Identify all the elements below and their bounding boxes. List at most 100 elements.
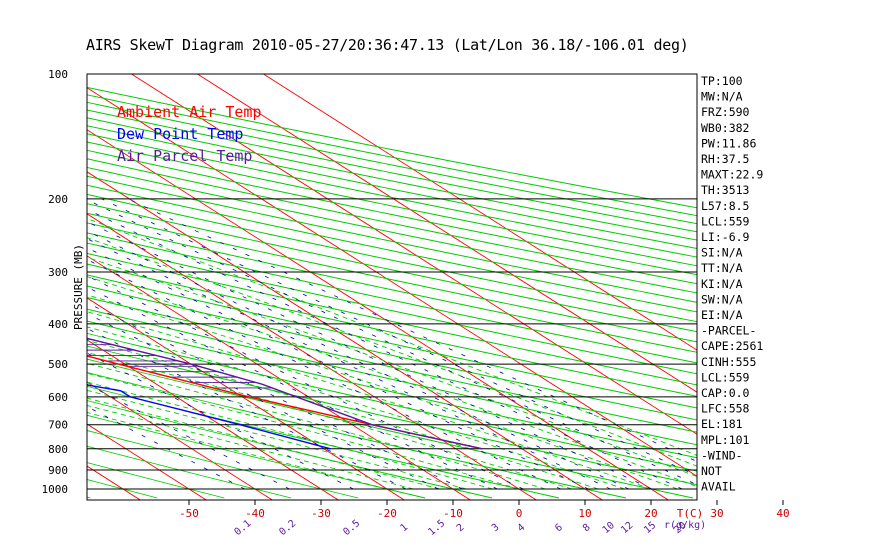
dry-adiabat-line — [87, 101, 697, 225]
ambient-temp-line — [87, 355, 483, 450]
dry-adiabat-line — [87, 263, 697, 397]
index-value: LI:-6.9 — [701, 230, 750, 244]
pressure-tick-label: 800 — [48, 443, 68, 456]
dry-adiabat-line — [87, 242, 697, 375]
dry-adiabat-line — [87, 385, 560, 499]
index-value: CAP:0.0 — [701, 386, 750, 400]
index-value: RH:37.5 — [701, 152, 749, 166]
dry-adiabat-line — [87, 252, 697, 386]
bottom-temp-tick-label: 30 — [710, 507, 723, 520]
mixing-ratio-line — [127, 198, 697, 462]
index-value: -WIND- — [701, 448, 743, 462]
isotherm-line — [87, 255, 471, 500]
mixing-ratio-tick-label: 6 — [553, 522, 565, 534]
bottom-temp-tick-label: -20 — [377, 507, 397, 520]
pressure-tick-label: 400 — [48, 318, 68, 331]
dry-adiabat-line — [87, 133, 697, 258]
mixing-ratio-unit-label: r(g/kg) — [664, 520, 706, 531]
moist-adiabat-line — [87, 397, 440, 490]
bottom-temp-tick-label: 10 — [578, 507, 591, 520]
mixing-ratio-line — [87, 259, 561, 490]
dry-adiabat-line — [87, 308, 697, 446]
dry-adiabat-line — [87, 109, 697, 233]
dry-adiabat-line — [87, 212, 697, 343]
mixing-ratio-tick-label: 0.2 — [277, 518, 298, 538]
pressure-tick-label: 700 — [48, 419, 68, 432]
mixing-ratio-line — [87, 327, 407, 490]
bottom-temp-tick-label: -30 — [311, 507, 331, 520]
isotherm-line — [0, 74, 74, 500]
index-value: WB0:382 — [701, 121, 749, 135]
mixing-ratio-tick-label: 1.5 — [426, 518, 447, 538]
dry-adiabat-line — [87, 274, 697, 409]
pressure-tick-label: 500 — [48, 358, 68, 371]
index-value: CINH:555 — [701, 355, 756, 369]
isotherm-line — [87, 423, 207, 500]
dry-adiabat-line — [87, 141, 697, 267]
moist-adiabat-line — [87, 389, 467, 490]
dry-adiabat-line — [87, 166, 697, 294]
index-value: TP:100 — [701, 74, 743, 88]
mixing-ratio-line — [87, 302, 463, 490]
dry-adiabat-line — [87, 184, 697, 313]
index-value: MW:N/A — [701, 90, 743, 104]
mixing-ratio-tick-label: 4 — [516, 522, 528, 534]
dry-adiabat-line — [87, 94, 697, 217]
dry-adiabat-line — [87, 232, 697, 364]
dry-adiabat-line — [87, 414, 426, 499]
isotherm-line — [87, 381, 273, 500]
mixing-ratio-line — [87, 221, 652, 490]
mixing-ratio-line — [87, 352, 354, 490]
isotherm-line — [131, 74, 697, 435]
mixing-ratio-line — [101, 198, 697, 477]
moist-adiabat-line — [87, 237, 697, 467]
mixing-ratio-tick-label: 0.5 — [341, 518, 362, 538]
mixing-ratio-tick-label: 10 — [601, 520, 617, 536]
moist-adiabat-line — [87, 311, 652, 490]
mixing-ratio-line — [87, 383, 290, 490]
index-value: L57:8.5 — [701, 199, 749, 213]
bottom-temp-tick-label: 40 — [776, 507, 789, 520]
dry-adiabat-line — [87, 222, 697, 353]
mixing-ratio-tick-label: 2 — [455, 522, 467, 534]
index-value: LCL:559 — [701, 370, 750, 384]
mixing-ratio-line — [87, 313, 439, 490]
mixing-ratio-line — [87, 286, 498, 490]
chart-title: AIRS SkewT Diagram 2010-05-27/20:36:47.1… — [86, 36, 689, 54]
moist-adiabat-line — [87, 326, 625, 490]
index-value: CAPE:2561 — [701, 339, 763, 353]
isotherm-line — [0, 74, 8, 500]
index-value: TT:N/A — [701, 261, 743, 275]
dry-adiabat-line — [87, 86, 697, 209]
bottom-temp-tick-label: -40 — [245, 507, 265, 520]
pressure-tick-label: 900 — [48, 464, 68, 477]
mixing-ratio-tick-label: 8 — [581, 522, 593, 534]
pressure-tick-label: 600 — [48, 391, 68, 404]
index-value: KI:N/A — [701, 277, 743, 291]
index-value: FRZ:590 — [701, 105, 750, 119]
mixing-ratio-tick-label: 3 — [490, 522, 502, 534]
isotherm-line — [87, 129, 669, 500]
index-value: LCL:559 — [701, 214, 750, 228]
pressure-tick-label: 1000 — [42, 483, 69, 496]
index-value: AVAIL — [701, 480, 736, 494]
temp-unit-label: T(C) — [677, 507, 704, 520]
legend-entry: Air Parcel Temp — [117, 147, 252, 165]
mixing-ratio-tick-label: 1 — [398, 522, 410, 534]
dewpoint-temp-line — [87, 384, 331, 450]
legend-entry: Ambient Air Temp — [117, 103, 262, 121]
mixing-ratio-tick-label: 0.1 — [233, 518, 254, 538]
moist-adiabat-line — [87, 404, 414, 490]
y-axis-label: PRESSURE (MB) — [72, 244, 85, 330]
mixing-ratio-tick-label: 12 — [619, 520, 635, 536]
dry-adiabat-line — [87, 117, 697, 241]
isotherm-line — [87, 297, 405, 500]
index-value: SW:N/A — [701, 292, 743, 306]
index-value: EI:N/A — [701, 308, 743, 322]
index-value: -PARCEL- — [701, 324, 756, 338]
dry-adiabat-line — [87, 320, 697, 459]
dry-adiabat-line — [87, 358, 693, 499]
bottom-temp-tick-label: -10 — [443, 507, 463, 520]
